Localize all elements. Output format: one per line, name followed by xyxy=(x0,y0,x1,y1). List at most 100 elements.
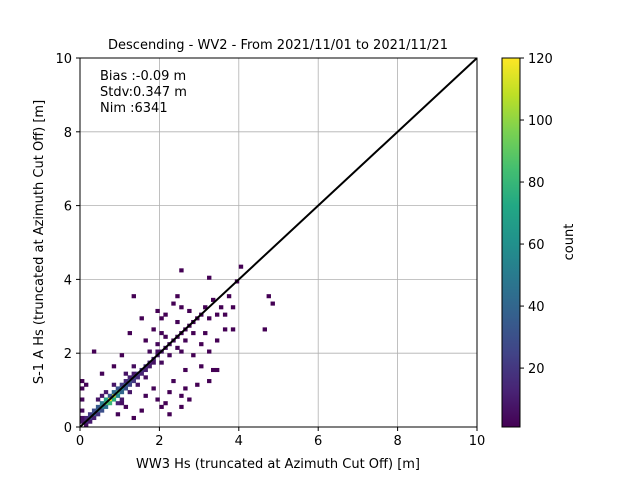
colorbar-tick-label: 20 xyxy=(528,362,545,377)
heatmap-cell xyxy=(159,404,164,409)
heatmap-cell xyxy=(107,393,113,398)
heatmap-cell xyxy=(179,404,184,409)
heatmap-cell xyxy=(135,382,140,387)
heatmap-cell xyxy=(214,338,220,343)
heatmap-cell xyxy=(183,367,188,373)
heatmap-cell xyxy=(143,375,148,380)
heatmap-cell xyxy=(91,408,97,413)
heatmap-cell xyxy=(80,379,85,384)
heatmap-cell xyxy=(127,331,133,336)
heatmap-cell xyxy=(131,294,136,299)
heatmap-cell xyxy=(80,415,85,421)
colorbar-tick-label: 80 xyxy=(528,176,545,191)
heatmap-cell xyxy=(222,312,228,317)
heatmap-cell xyxy=(80,419,85,424)
heatmap-cell xyxy=(183,338,188,343)
colorbar-tick-label: 40 xyxy=(528,300,545,315)
heatmap-cell xyxy=(183,386,188,391)
heatmap-cell xyxy=(175,345,180,350)
heatmap-cell xyxy=(238,264,244,269)
y-tick-label: 0 xyxy=(64,421,72,436)
heatmap-cell xyxy=(135,375,140,380)
heatmap-cell xyxy=(95,404,101,409)
heatmap-cell xyxy=(115,386,121,391)
heatmap-cell xyxy=(214,367,220,373)
x-tick-label: 0 xyxy=(76,434,84,449)
heatmap-cell xyxy=(143,367,148,373)
heatmap-cell xyxy=(115,412,121,417)
stdv-text: Stdv:0.347 m xyxy=(100,85,187,100)
heatmap-cell xyxy=(155,342,160,347)
heatmap-cell xyxy=(119,353,125,358)
heatmap-cell xyxy=(175,294,180,299)
heatmap-cell xyxy=(123,404,129,409)
bias-text: Bias :-0.09 m xyxy=(100,69,186,84)
heatmap-cell xyxy=(171,379,176,384)
y-tick-label: 8 xyxy=(64,126,72,141)
heatmap-cell xyxy=(214,312,220,317)
x-tick-label: 2 xyxy=(155,434,163,449)
heatmap-cell xyxy=(151,386,156,391)
heatmap-cell xyxy=(179,268,184,273)
heatmap-cell xyxy=(175,319,180,325)
heatmap-cell xyxy=(83,415,89,421)
heatmap-cell xyxy=(99,408,105,413)
heatmap-cell xyxy=(103,390,109,395)
heatmap-cell xyxy=(139,371,144,376)
heatmap-cell xyxy=(143,338,148,343)
heatmap-cell xyxy=(139,316,144,321)
heatmap-cell xyxy=(230,327,236,332)
heatmap-cell xyxy=(147,349,152,354)
heatmap-cell xyxy=(103,404,109,409)
heatmap-cell xyxy=(187,397,192,402)
heatmap-cell xyxy=(222,327,228,332)
heatmap-cell xyxy=(151,327,156,332)
x-tick-label: 6 xyxy=(314,434,322,449)
heatmap-cell xyxy=(179,393,184,398)
colorbar-ticks: 20 40 60 80 100 120 xyxy=(520,52,553,377)
heatmap-cell xyxy=(131,364,136,369)
heatmap-cell xyxy=(87,419,93,424)
heatmap-cell xyxy=(179,305,184,310)
heatmap-cell xyxy=(127,382,133,387)
y-tick-label: 2 xyxy=(64,347,72,362)
heatmap-cell xyxy=(123,371,129,376)
heatmap-cell xyxy=(131,379,136,384)
heatmap-cell xyxy=(218,305,224,310)
colorbar-gradient xyxy=(501,57,521,428)
heatmap-cell xyxy=(167,390,172,395)
heatmap-cell xyxy=(119,397,125,402)
heatmap-cell xyxy=(103,397,109,402)
heatmap-cell xyxy=(91,349,97,354)
heatmap-cell xyxy=(155,349,160,354)
heatmap-cell xyxy=(139,408,144,413)
x-axis-label: WW3 Hs (truncated at Azimuth Cut Off) [m… xyxy=(136,457,420,472)
heatmap-cell xyxy=(80,397,85,402)
colorbar-tick-label: 100 xyxy=(528,114,553,129)
heatmap-cell xyxy=(119,382,125,387)
heatmap-cell xyxy=(107,401,113,406)
heatmap-cell xyxy=(119,401,125,406)
heatmap-cell xyxy=(191,353,196,358)
heatmap-cell xyxy=(203,305,208,310)
chart-title: Descending - WV2 - From 2021/11/01 to 20… xyxy=(108,38,448,53)
x-tick-label: 8 xyxy=(393,434,401,449)
heatmap-cell xyxy=(91,415,97,421)
stats-box: Bias :-0.09 m Stdv:0.347 m Nim :6341 xyxy=(100,69,187,116)
heatmap-cell xyxy=(203,331,208,336)
heatmap-cell xyxy=(131,415,136,421)
heatmap-cell xyxy=(151,360,156,365)
heatmap-cell xyxy=(83,382,89,387)
heatmap-cell xyxy=(167,412,172,417)
heatmap-cell xyxy=(147,364,152,369)
plot-frame xyxy=(79,57,478,428)
heatmap-cell xyxy=(159,316,164,321)
heatmap-cell xyxy=(211,367,216,373)
y-tick-label: 4 xyxy=(64,273,72,288)
heatmap-cell xyxy=(155,308,160,314)
heatmap-cell xyxy=(266,294,271,299)
heatmap-cell xyxy=(111,364,117,369)
one-to-one-line xyxy=(80,58,477,427)
heatmap-cell xyxy=(167,353,172,358)
